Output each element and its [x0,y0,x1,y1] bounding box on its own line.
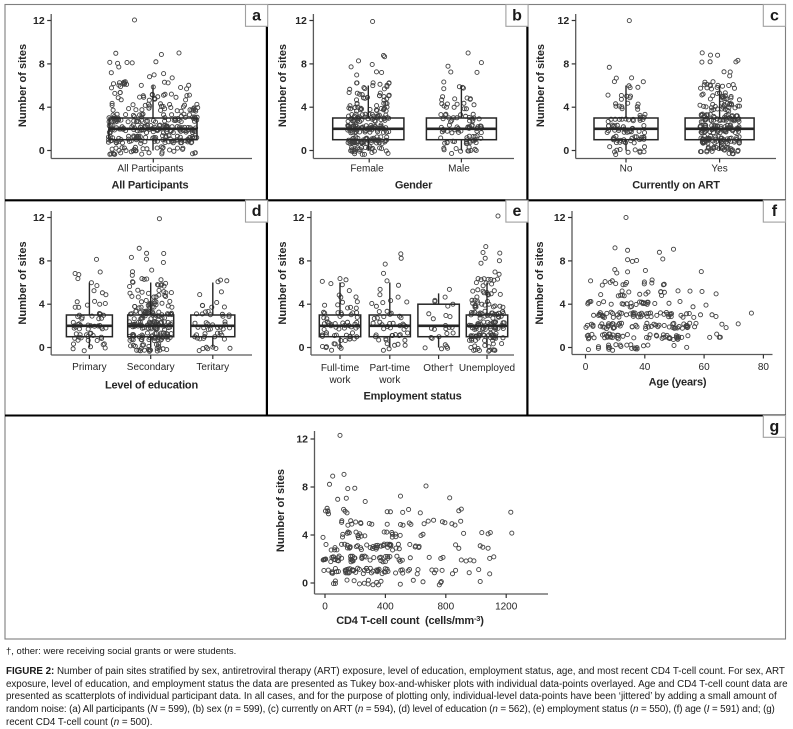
svg-text:12: 12 [558,15,570,27]
svg-text:Teritary: Teritary [196,362,229,373]
svg-text:8: 8 [301,58,307,70]
svg-text:Other†: Other† [423,363,454,374]
svg-text:60: 60 [699,362,711,373]
svg-text:Number of sites: Number of sites [277,44,289,127]
svg-text:12: 12 [295,15,307,27]
svg-text:Yes: Yes [711,164,727,175]
svg-text:8: 8 [39,58,45,70]
svg-text:12: 12 [33,212,45,224]
svg-text:0: 0 [302,578,308,590]
svg-text:8: 8 [560,255,566,267]
svg-text:Male: Male [448,164,470,175]
svg-text:0: 0 [563,145,569,157]
svg-text:4: 4 [299,299,305,311]
svg-text:Currently on ART: Currently on ART [632,180,720,192]
svg-text:work: work [378,375,401,386]
svg-text:a: a [252,7,261,24]
svg-text:12: 12 [293,212,305,224]
svg-text:Number of sites: Number of sites [17,44,29,127]
svg-text:400: 400 [377,601,394,612]
svg-text:Number of sites: Number of sites [277,241,289,324]
svg-text:CD4 T-cell count (cells/mm-3): CD4 T-cell count (cells/mm-3) [336,614,484,627]
svg-text:Number of sites: Number of sites [535,44,547,127]
svg-text:4: 4 [301,102,307,114]
svg-text:4: 4 [302,530,308,542]
svg-text:d: d [252,203,262,220]
svg-text:Number of sites: Number of sites [534,241,546,324]
svg-text:Level of education: Level of education [105,380,198,392]
svg-text:e: e [513,203,522,220]
svg-text:80: 80 [758,362,770,373]
svg-text:8: 8 [302,482,308,494]
svg-text:Female: Female [350,164,384,175]
svg-text:Secondary: Secondary [127,362,175,373]
svg-text:4: 4 [39,102,45,114]
svg-text:4: 4 [39,299,45,311]
svg-text:g: g [770,418,780,435]
svg-text:Primary: Primary [72,362,106,373]
svg-text:800: 800 [437,601,454,612]
svg-text:All Participants: All Participants [117,164,183,175]
svg-text:work: work [328,375,351,386]
svg-text:8: 8 [299,255,305,267]
svg-text:40: 40 [639,362,651,373]
svg-text:Number of sites: Number of sites [17,241,29,324]
svg-text:4: 4 [560,299,566,311]
svg-text:No: No [620,164,633,175]
svg-text:Age (years): Age (years) [649,377,707,389]
svg-text:All Participants: All Participants [112,180,189,192]
svg-text:1200: 1200 [495,601,518,612]
svg-text:0: 0 [39,145,45,157]
svg-text:12: 12 [554,212,566,224]
svg-text:8: 8 [39,255,45,267]
svg-text:Full-time: Full-time [321,363,360,374]
svg-text:0: 0 [39,342,45,354]
svg-text:c: c [770,7,779,24]
svg-text:f: f [772,203,778,220]
svg-text:b: b [512,7,522,24]
svg-text:0: 0 [560,342,566,354]
svg-text:Employment status: Employment status [363,391,461,403]
svg-text:8: 8 [563,58,569,70]
svg-text:0: 0 [301,145,307,157]
svg-text:Number of sites: Number of sites [275,469,287,552]
svg-text:12: 12 [296,434,308,446]
svg-text:12: 12 [33,15,45,27]
svg-text:4: 4 [563,102,569,114]
svg-text:Part-time: Part-time [370,363,411,374]
svg-text:Gender: Gender [395,180,433,192]
svg-text:0: 0 [299,342,305,354]
svg-text:0: 0 [322,601,328,612]
svg-text:0: 0 [583,362,589,373]
svg-text:Unemployed: Unemployed [459,363,515,374]
